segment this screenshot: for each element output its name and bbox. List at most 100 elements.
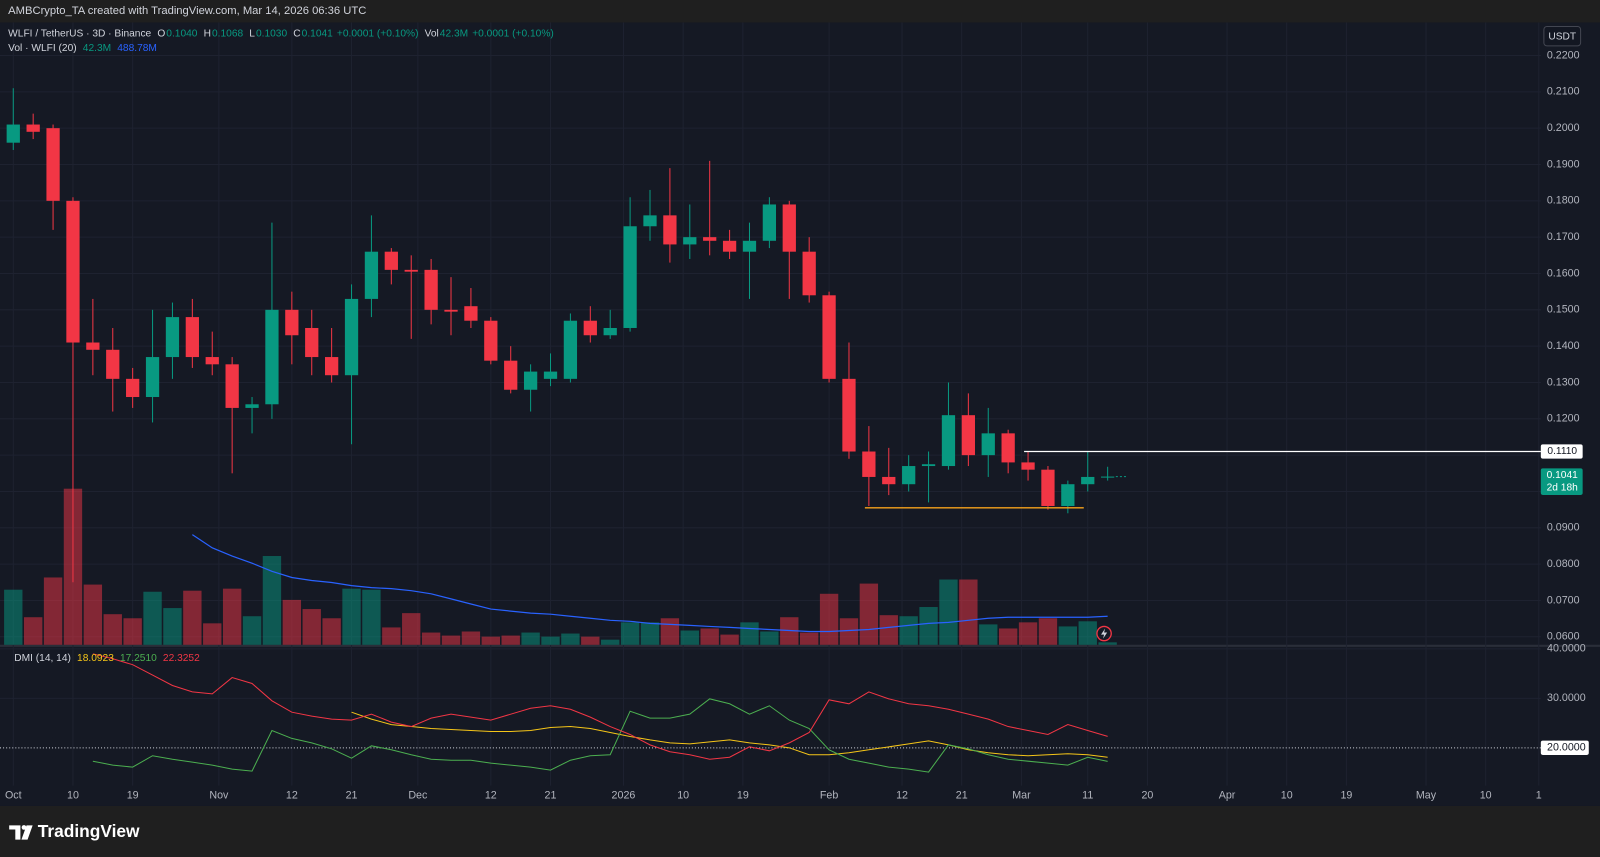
volume-bar — [740, 622, 759, 645]
legend-title: DMI (14, 14) — [14, 653, 71, 664]
candle-body — [384, 251, 398, 270]
candle-body — [6, 124, 20, 143]
volume-bar — [1058, 626, 1078, 645]
candle-body — [66, 200, 80, 343]
candle-body — [1041, 469, 1055, 507]
volume-bar — [760, 631, 779, 645]
volume-bar — [342, 588, 361, 645]
volume-bar — [382, 627, 401, 645]
volume-bar — [63, 488, 83, 645]
volume-bar — [601, 639, 620, 645]
tick-tag — [1540, 740, 1589, 755]
candle-body — [663, 215, 677, 245]
legend-value: +0.0001 (+0.10%) — [337, 28, 419, 39]
volume-bar — [939, 579, 958, 645]
volume-bar — [541, 636, 560, 645]
volume-bar — [1018, 622, 1038, 645]
candle-body — [285, 309, 299, 336]
y-tick-label: 0.1600 — [1547, 267, 1580, 279]
candle-body — [504, 360, 518, 390]
candle-body — [404, 269, 418, 272]
footer-bar — [0, 805, 1600, 857]
candle-body — [86, 342, 100, 350]
volume-bar — [441, 635, 461, 645]
volume-bar — [143, 591, 162, 645]
labels: AMBCrypto_TA created with TradingView.co… — [5, 5, 1589, 841]
candle-body — [364, 251, 379, 299]
y-tick-label: 0.2000 — [1547, 122, 1580, 134]
candle-body — [265, 309, 279, 405]
x-tick-label: 20 — [1141, 790, 1153, 802]
legend-label: L — [249, 28, 255, 39]
legend-title: WLFI / TetherUS · 3D · Binance — [8, 28, 151, 39]
candle-body — [921, 464, 936, 467]
currency[interactable]: USDT — [1548, 31, 1576, 42]
volume-bar — [461, 631, 481, 645]
candle-body — [1081, 476, 1095, 485]
volume-bar — [421, 632, 441, 645]
candle-body — [941, 415, 956, 467]
y-tick-label: 0.0800 — [1547, 558, 1580, 570]
candle-body — [165, 317, 180, 358]
y-tick-label: 0.1800 — [1547, 195, 1580, 207]
dmi-legend: DMI (14, 14) 18.0923 17.2510 22.3252 — [14, 653, 200, 664]
y-tick-label: 0.1500 — [1547, 304, 1580, 316]
legend-value: 42.3M — [440, 28, 468, 39]
alert-circle[interactable] — [1096, 625, 1112, 642]
candle-body — [742, 240, 757, 252]
legend-value: 17.2510 — [120, 653, 157, 664]
volume-bar — [620, 622, 640, 645]
legend-label: C — [293, 28, 300, 39]
currency-button[interactable] — [1543, 26, 1582, 47]
legend-label: Vol — [425, 28, 439, 39]
volume-bar — [402, 613, 421, 645]
volume-bar — [23, 617, 43, 645]
alert-bolt[interactable] — [1101, 628, 1108, 639]
legend-value: 18.0923 — [77, 653, 114, 664]
x-tick-label: 19 — [1340, 790, 1352, 802]
volume-ma-line — [192, 534, 1108, 633]
volume-bar — [103, 614, 122, 645]
candle-body — [862, 451, 876, 477]
candle-body — [245, 404, 259, 408]
candle-body — [46, 128, 60, 201]
candle-body — [902, 466, 916, 485]
volume-legend: Vol · WLFI (20) 42.3M 488.78M — [8, 43, 157, 54]
volume-bar — [839, 618, 859, 645]
legend-label: O — [157, 28, 165, 39]
legend-value: 0.1030 — [256, 28, 287, 39]
top-bar — [0, 0, 1600, 23]
alert-icon[interactable] — [1096, 625, 1112, 642]
dmi-line — [92, 653, 1108, 760]
volume-bar — [919, 607, 938, 645]
y-tick-label: 0.1900 — [1547, 158, 1580, 170]
logo-icon — [9, 825, 33, 840]
candle-body — [205, 357, 219, 365]
candle-body — [444, 309, 458, 312]
candle-body — [464, 306, 478, 321]
volume-bar — [183, 590, 202, 645]
y-tick-label: 0.1700 — [1547, 231, 1580, 243]
volume-bar — [720, 634, 739, 645]
dmi-line — [351, 711, 1108, 758]
volume-bar — [501, 635, 520, 645]
volume-bar — [899, 616, 918, 645]
x-tick-label: 2026 — [612, 790, 636, 802]
candle-body — [782, 204, 796, 252]
x-tick-label: Oct — [5, 790, 22, 802]
volume-bar — [680, 630, 699, 645]
volume-bar — [362, 589, 381, 645]
candle-body — [703, 237, 717, 241]
candle-body — [822, 295, 836, 379]
volume-bar — [1098, 642, 1117, 645]
candle-body — [802, 251, 816, 296]
candle-body — [185, 317, 199, 358]
x-tick-label: Nov — [209, 790, 229, 802]
price-tag-label: 0.1110 — [1547, 446, 1577, 457]
volume-bar — [521, 632, 540, 645]
candle-body — [882, 476, 896, 485]
x-tick-label: 11 — [1082, 790, 1093, 802]
candle-body — [683, 237, 697, 245]
